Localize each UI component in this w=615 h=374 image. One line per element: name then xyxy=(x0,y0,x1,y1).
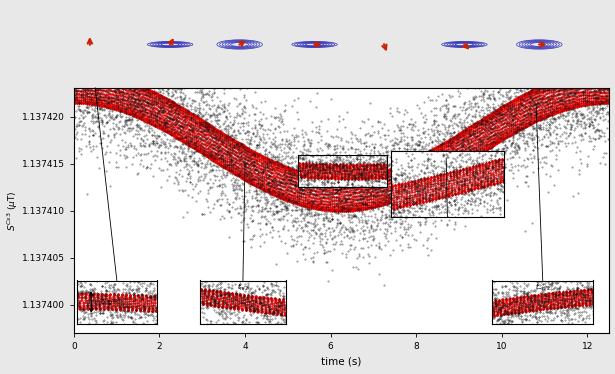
Text: 5 pT: 5 pT xyxy=(101,299,116,305)
Y-axis label: $S^{Cs3}$ ($\mu$T): $S^{Cs3}$ ($\mu$T) xyxy=(6,190,20,231)
Text: $t_{n/2}$: $t_{n/2}$ xyxy=(237,282,249,293)
Text: $t_{-n/2}$: $t_{-n/2}$ xyxy=(534,282,551,293)
X-axis label: time (s): time (s) xyxy=(321,356,362,367)
